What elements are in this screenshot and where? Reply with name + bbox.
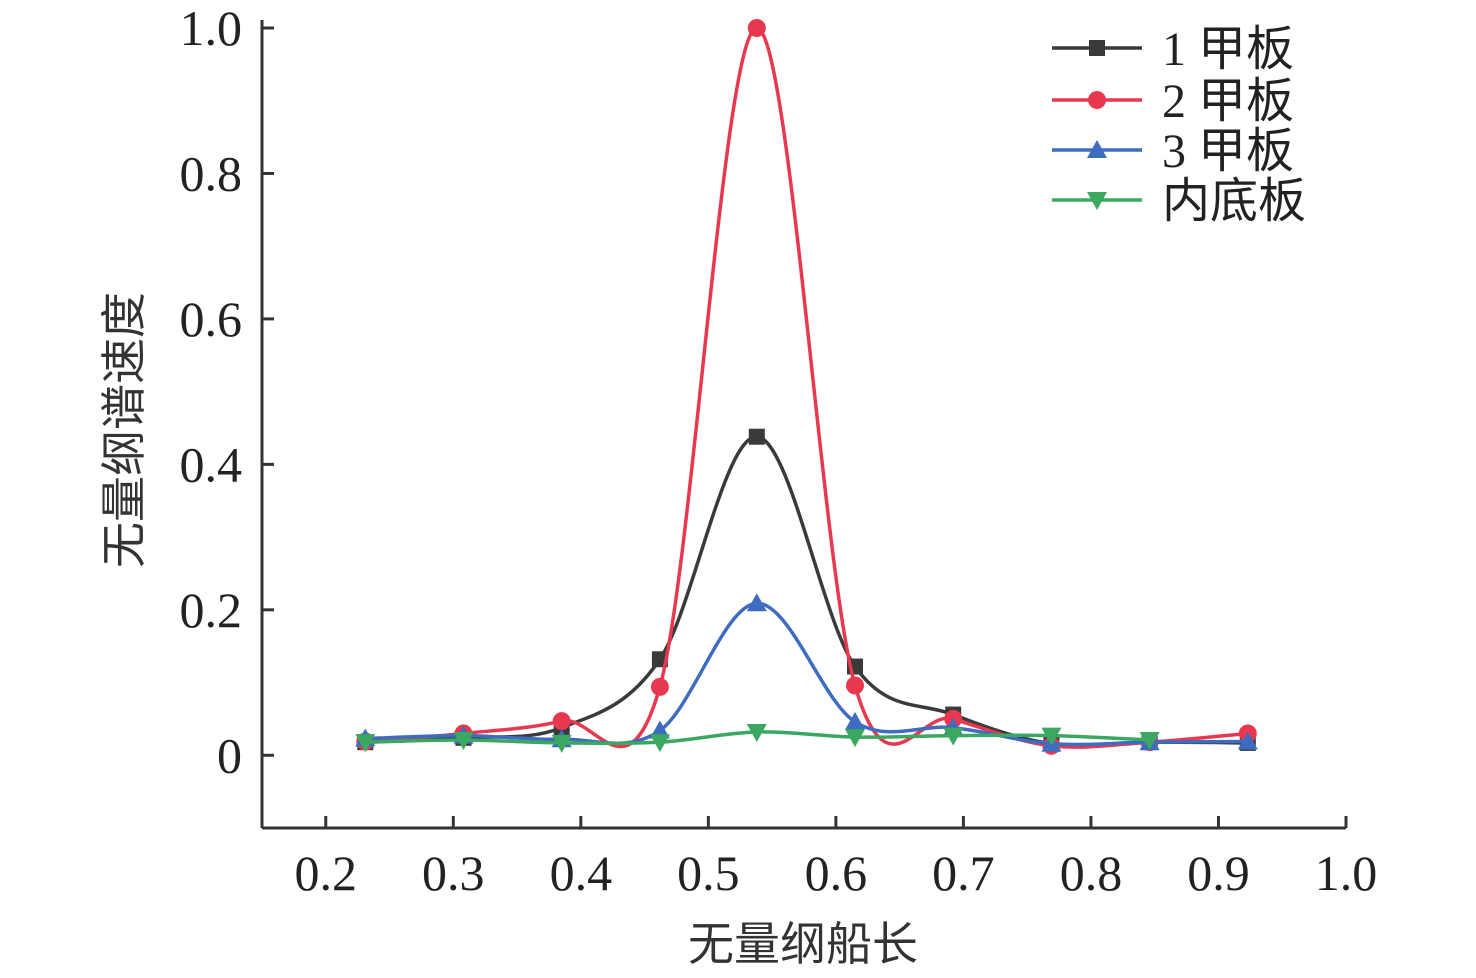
legend-marker: [1087, 140, 1107, 158]
x-axis-label: 无量纲船长: [688, 919, 918, 970]
data-point: [649, 720, 670, 739]
data-point: [845, 711, 866, 730]
series-4: [355, 724, 1160, 753]
axes: 0.2 0.3 0.4 0.5 0.6 0.7 0.8 0.9 1.0 0 0.2 0.4 0.6 0.8…: [180, 0, 1378, 901]
series-layer: [355, 19, 1258, 755]
series-line: [365, 434, 1248, 748]
y-tick-label: 1.0: [180, 0, 243, 56]
x-tick-label: 0.4: [550, 845, 613, 901]
data-point: [747, 19, 766, 37]
data-point: [845, 729, 866, 748]
x-tick-label: 0.2: [295, 845, 358, 901]
x-tick-label: 0.7: [932, 845, 995, 901]
y-tick-label: 0.6: [180, 291, 243, 347]
data-point: [552, 712, 571, 731]
data-point: [355, 734, 376, 753]
data-point: [1041, 727, 1062, 746]
legend-marker: [1088, 91, 1106, 109]
data-point: [650, 677, 669, 696]
series-line: [365, 26, 1248, 749]
data-point: [1237, 731, 1258, 750]
legend-marker: [1089, 40, 1105, 56]
legend-label: 内底板: [1162, 175, 1306, 228]
data-point: [943, 727, 964, 746]
legend-marker: [1087, 192, 1107, 210]
y-axis-label: 无量纲谱速度: [99, 292, 150, 568]
x-tick-label: 0.9: [1187, 845, 1250, 901]
data-point: [748, 428, 765, 445]
legend-item: 1 甲板: [1052, 23, 1294, 76]
y-tick-label: 0.8: [180, 145, 243, 201]
x-tick-label: 0.5: [677, 845, 740, 901]
data-point: [551, 734, 572, 753]
legend-label: 2 甲板: [1162, 75, 1294, 128]
legend-item: 3 甲板: [1052, 125, 1294, 178]
y-tick-label: 0: [217, 727, 242, 783]
series-line: [365, 601, 1248, 747]
series-2: [356, 19, 1257, 755]
legend-item: 内底板: [1052, 175, 1306, 228]
y-tick-label: 0.2: [180, 582, 243, 638]
data-point: [746, 724, 767, 742]
data-point: [649, 734, 670, 753]
series-1: [357, 428, 1256, 752]
data-point: [1139, 732, 1160, 750]
x-tick-label: 1.0: [1315, 845, 1378, 901]
x-tick-label: 0.6: [805, 845, 868, 901]
legend-item: 2 甲板: [1052, 75, 1294, 128]
data-point: [453, 732, 474, 750]
data-point: [746, 593, 767, 612]
x-tick-label: 0.3: [422, 845, 485, 901]
y-tick-label: 0.4: [180, 436, 243, 492]
legend-label: 1 甲板: [1162, 23, 1294, 76]
legend-label: 3 甲板: [1162, 125, 1294, 178]
data-point: [846, 676, 865, 695]
x-tick-label: 0.8: [1060, 845, 1123, 901]
series-3: [355, 593, 1258, 752]
